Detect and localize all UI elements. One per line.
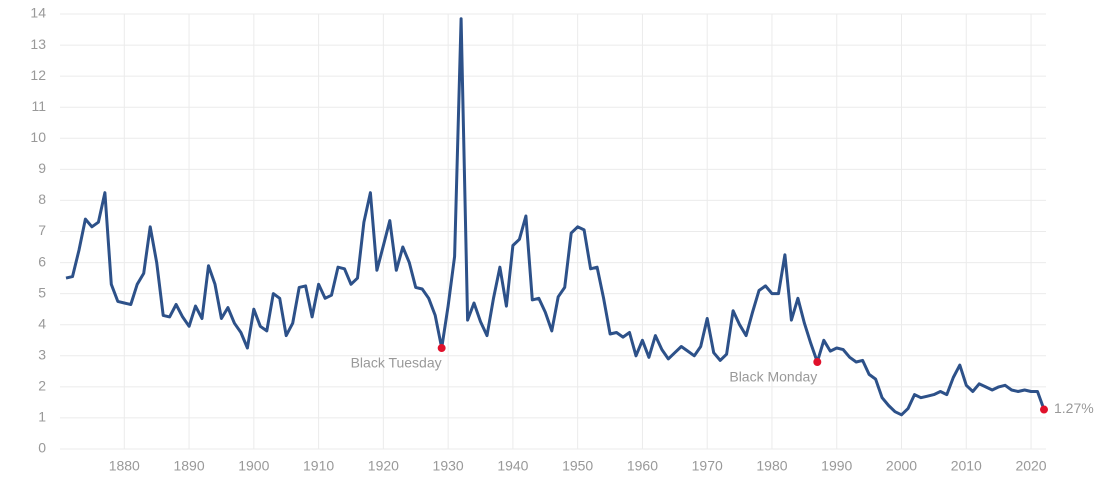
x-tick-label: 1960 bbox=[627, 458, 658, 474]
y-tick-label: 12 bbox=[30, 67, 46, 83]
highlight-point bbox=[437, 344, 446, 353]
y-tick-label: 11 bbox=[31, 98, 46, 114]
line bbox=[65, 17, 1046, 417]
x-tick-label: 1990 bbox=[821, 458, 852, 474]
y-tick-label: 5 bbox=[38, 284, 46, 300]
y-tick-label: 3 bbox=[38, 346, 46, 362]
x-tick-label: 1920 bbox=[368, 458, 399, 474]
y-tick-label: 7 bbox=[38, 222, 46, 238]
x-tick-label: 1900 bbox=[238, 458, 269, 474]
y-tick-label: 13 bbox=[30, 36, 46, 52]
highlight-point bbox=[813, 358, 822, 366]
x-tick-label: 1890 bbox=[173, 458, 204, 474]
y-tick-label: 0 bbox=[38, 440, 46, 456]
annotation: Black Monday bbox=[729, 369, 817, 385]
x-tick-label: 2010 bbox=[951, 458, 982, 474]
y-tick-label: 1 bbox=[38, 409, 46, 425]
y-tick-label: 4 bbox=[38, 315, 46, 331]
x-tick-label: 1980 bbox=[756, 458, 787, 474]
x-tick-label: 2000 bbox=[886, 458, 917, 474]
y-tick-label: 8 bbox=[38, 191, 46, 207]
x-tick-label: 1880 bbox=[109, 458, 140, 474]
y-tick-label: 2 bbox=[38, 378, 46, 394]
y-tick-label: 6 bbox=[38, 253, 46, 269]
x-tick-label: 1910 bbox=[303, 458, 334, 474]
x-tick-label: 1940 bbox=[497, 458, 528, 474]
end-label: 1.27% bbox=[1054, 400, 1094, 416]
x-tick-label: 2020 bbox=[1015, 458, 1046, 474]
y-tick-label: 10 bbox=[30, 129, 46, 145]
end-point bbox=[1040, 405, 1048, 414]
annotation: Black Tuesday bbox=[351, 355, 442, 371]
x-tick-label: 1930 bbox=[433, 458, 464, 474]
y-tick-label: 9 bbox=[38, 160, 46, 176]
x-tick-label: 1950 bbox=[562, 458, 593, 474]
x-tick-label: 1970 bbox=[692, 458, 723, 474]
y-tick-label: 14 bbox=[30, 5, 46, 21]
